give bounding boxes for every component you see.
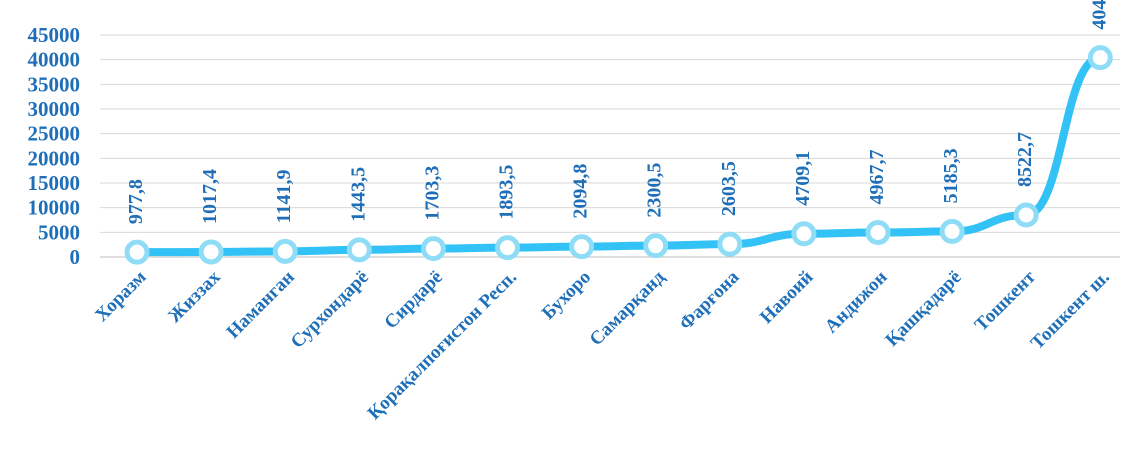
data-label: 1703,3 <box>421 166 443 221</box>
x-category-label: Тошкент ш. <box>1027 267 1114 354</box>
y-tick-label: 25000 <box>28 122 81 146</box>
data-point-marker <box>198 239 224 265</box>
data-label: 40406,0 <box>1088 0 1110 30</box>
x-category-label: Қорақалпоғистон Респ. <box>364 267 521 424</box>
data-label: 1017,4 <box>199 169 221 224</box>
data-point-marker <box>495 235 520 261</box>
data-point-marker <box>865 219 891 245</box>
y-tick-label: 5000 <box>38 220 80 244</box>
data-point-marker <box>346 237 372 263</box>
data-point-marker <box>939 218 965 244</box>
data-point-marker <box>643 233 669 259</box>
data-point-marker <box>791 221 817 247</box>
y-tick-label: 20000 <box>28 146 81 170</box>
y-tick-label: 30000 <box>28 97 81 121</box>
x-category-label: Сирдарё <box>380 267 447 334</box>
data-label: 1141,9 <box>273 169 295 223</box>
data-point-marker <box>1013 202 1039 228</box>
x-category-label: Сурхондарё <box>287 267 373 353</box>
x-category-label: Бухоро <box>538 267 595 324</box>
x-category-label: Тошкент <box>971 266 1040 335</box>
data-label: 2094,8 <box>570 164 592 219</box>
data-label: 4709,1 <box>792 151 814 206</box>
data-point-marker <box>1087 45 1113 71</box>
x-category-label: Самарқанд <box>586 266 670 350</box>
data-label: 2603,5 <box>718 161 740 216</box>
data-label: 5185,3 <box>940 148 962 203</box>
data-point-marker <box>272 238 298 264</box>
data-label: 4967,7 <box>866 149 888 204</box>
y-tick-label: 10000 <box>28 196 81 220</box>
x-category-label: Хоразм <box>91 267 150 326</box>
y-tick-label: 40000 <box>28 48 81 72</box>
x-category-label: Қашқадарё <box>882 267 966 351</box>
data-labels: 977,8 1017,4 1141,9 1443,5 1703,3 1893,5 2094,… <box>125 0 1110 224</box>
x-category-label: Андижон <box>821 267 892 338</box>
data-label: 1893,5 <box>496 165 518 220</box>
data-label: 8522,7 <box>1014 132 1036 187</box>
x-category-label: Жиззах <box>164 266 225 327</box>
gridlines <box>100 34 1120 233</box>
data-label: 2300,5 <box>644 163 666 218</box>
data-label: 1443,5 <box>347 167 369 222</box>
y-tick-label: 35000 <box>28 72 81 96</box>
y-tick-label: 15000 <box>28 171 81 195</box>
x-category-label: Наманган <box>223 267 299 343</box>
data-point-marker <box>569 234 595 260</box>
x-category-label: Фарғона <box>675 266 743 334</box>
data-point-marker <box>124 239 150 265</box>
data-label: 977,8 <box>125 179 147 224</box>
y-tick-label: 0 <box>70 245 81 269</box>
data-point-marker <box>717 231 743 257</box>
data-point-marker <box>420 236 446 262</box>
data-markers <box>124 45 1113 265</box>
x-category-label: Навоий <box>756 267 817 328</box>
y-axis-tick-labels: 0500010000150002000025000300003500040000… <box>28 23 81 269</box>
y-tick-label: 45000 <box>28 23 81 47</box>
